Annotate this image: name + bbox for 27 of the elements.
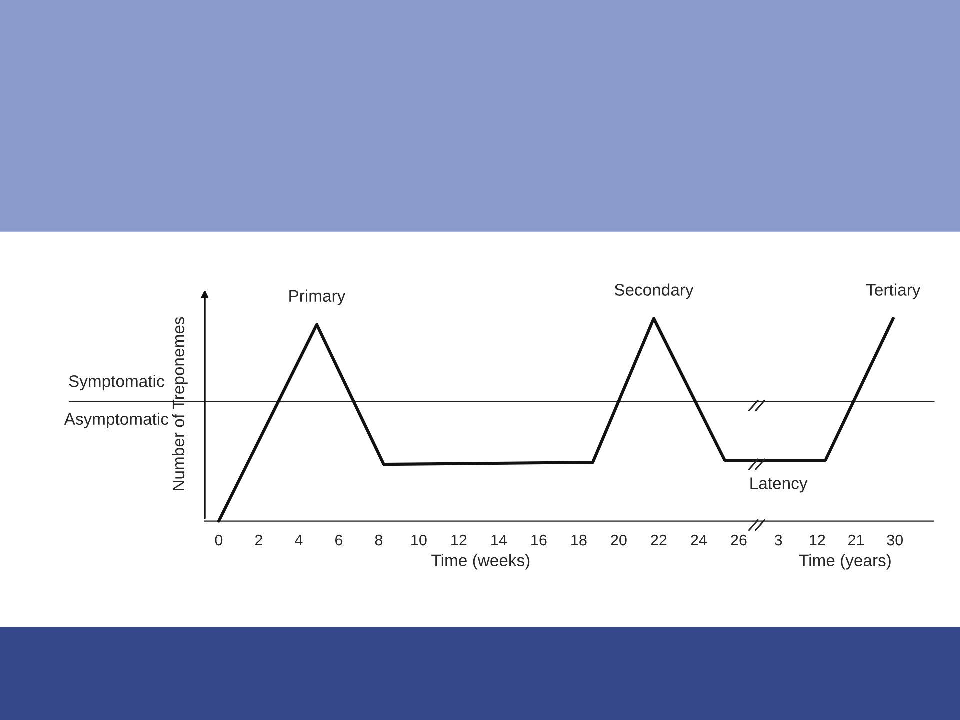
x-tick-label: 4 [295, 535, 303, 546]
x-tick-label: 24 [691, 534, 708, 546]
x-tick-label: 18 [572, 534, 587, 546]
annotation: Latency [750, 478, 808, 493]
x-tick-label: 16 [532, 534, 547, 546]
x-tick-label: 21 [848, 534, 864, 546]
annotation: Primary [290, 290, 346, 306]
x-tick-label: 0 [215, 534, 223, 546]
ref-line-label: Symptomatic [69, 375, 164, 391]
x-tick-label: 12 [810, 534, 826, 546]
x-tick-label: 30 [887, 534, 904, 546]
x-tick-label: 10 [412, 534, 427, 546]
x-tick-label: 8 [375, 534, 383, 546]
x-tick-label: 22 [651, 534, 667, 546]
x-tick-label: 14 [492, 535, 508, 546]
y-axis-title: Number of Treponemes [172, 317, 188, 490]
x-tick-label: 26 [731, 534, 747, 546]
x-tick-label: 2 [255, 534, 262, 546]
x-tick-label: 20 [611, 534, 627, 546]
x-tick-label: 3 [774, 534, 782, 546]
text: Asymptomatic [64, 412, 169, 428]
x-tick-label: 12 [452, 534, 467, 546]
annotation: Tertiary [866, 284, 921, 300]
x-axis-title: Time (weeks) [432, 554, 530, 570]
x-tick-label: 6 [335, 534, 343, 546]
x-axis-title: Time (years) [799, 554, 891, 570]
annotation: Secondary [614, 284, 694, 300]
